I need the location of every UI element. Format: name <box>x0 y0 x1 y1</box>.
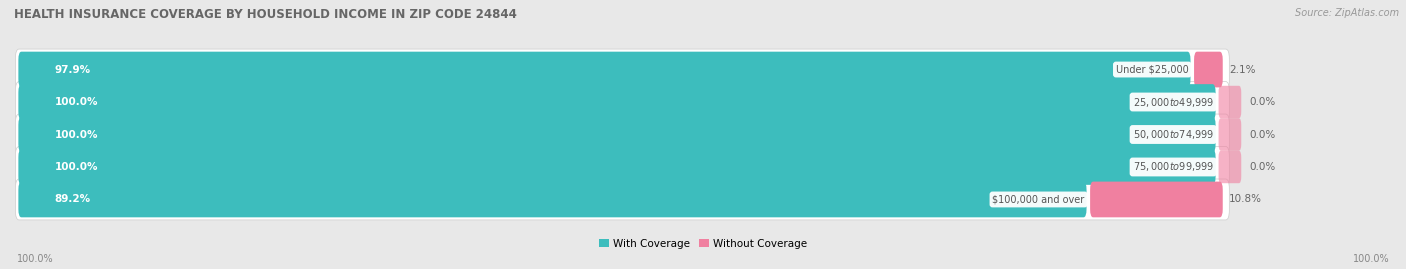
Text: 0.0%: 0.0% <box>1250 162 1275 172</box>
Text: 2.1%: 2.1% <box>1229 65 1256 75</box>
Legend: With Coverage, Without Coverage: With Coverage, Without Coverage <box>595 235 811 253</box>
Text: Source: ZipAtlas.com: Source: ZipAtlas.com <box>1295 8 1399 18</box>
FancyBboxPatch shape <box>15 179 1229 220</box>
Text: HEALTH INSURANCE COVERAGE BY HOUSEHOLD INCOME IN ZIP CODE 24844: HEALTH INSURANCE COVERAGE BY HOUSEHOLD I… <box>14 8 517 21</box>
Text: 97.9%: 97.9% <box>55 65 91 75</box>
Text: 100.0%: 100.0% <box>55 162 98 172</box>
Text: 0.0%: 0.0% <box>1250 97 1275 107</box>
FancyBboxPatch shape <box>15 147 1229 187</box>
FancyBboxPatch shape <box>15 82 1229 122</box>
Text: 0.0%: 0.0% <box>1250 129 1275 140</box>
FancyBboxPatch shape <box>18 182 1087 217</box>
Text: 89.2%: 89.2% <box>55 194 91 204</box>
Text: Under $25,000: Under $25,000 <box>1116 65 1188 75</box>
Text: 100.0%: 100.0% <box>1353 254 1389 264</box>
Text: $25,000 to $49,999: $25,000 to $49,999 <box>1133 95 1213 108</box>
FancyBboxPatch shape <box>18 117 1216 152</box>
Text: 100.0%: 100.0% <box>55 129 98 140</box>
FancyBboxPatch shape <box>18 52 1191 87</box>
FancyBboxPatch shape <box>1219 86 1241 118</box>
Text: 10.8%: 10.8% <box>1229 194 1263 204</box>
Text: 100.0%: 100.0% <box>55 97 98 107</box>
FancyBboxPatch shape <box>1219 118 1241 151</box>
FancyBboxPatch shape <box>15 49 1229 90</box>
FancyBboxPatch shape <box>15 114 1229 155</box>
FancyBboxPatch shape <box>1219 151 1241 183</box>
FancyBboxPatch shape <box>1194 52 1223 87</box>
Text: $100,000 and over: $100,000 and over <box>993 194 1085 204</box>
Text: $50,000 to $74,999: $50,000 to $74,999 <box>1133 128 1213 141</box>
Text: $75,000 to $99,999: $75,000 to $99,999 <box>1133 161 1213 174</box>
FancyBboxPatch shape <box>18 84 1216 120</box>
Text: 100.0%: 100.0% <box>17 254 53 264</box>
FancyBboxPatch shape <box>18 149 1216 185</box>
FancyBboxPatch shape <box>1090 182 1223 217</box>
